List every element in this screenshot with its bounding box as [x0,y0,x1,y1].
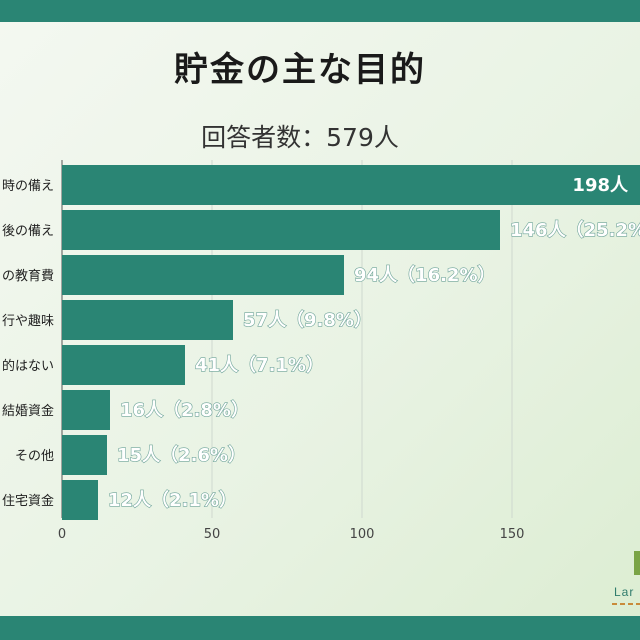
category-label-3: 行や趣味 [2,314,54,329]
tick-label-0: 0 [58,527,66,542]
value-label-3: 57人（9.8%） [243,310,372,331]
bar-4 [62,345,185,385]
value-label-2: 94人（16.2%） [354,265,496,286]
category-label-1: 後の備え [2,223,54,239]
bar-0 [62,165,640,205]
bar-6 [62,435,107,475]
bar-7 [62,480,98,520]
category-label-7: 住宅資金 [2,493,54,509]
category-label-0: 時の備え [2,178,54,194]
bar-3 [62,300,233,340]
bottom-band [0,616,640,640]
category-label-4: 的はない [2,358,54,374]
tick-label-100: 100 [350,527,375,542]
value-label-4: 41人（7.1%） [195,355,324,376]
value-label-1: 146人（25.2%） [510,220,640,241]
chart-subtitle: 回答者数：579人 [201,123,399,152]
value-label-6: 15人（2.6%） [117,445,246,466]
logo-text: Lar [614,585,635,599]
logo-dash [612,603,640,605]
logo-mark-icon [634,551,640,575]
chart-title: 貯金の主な目的 [174,50,426,90]
value-label-0: 198人 [572,175,629,196]
category-label-5: 結婚資金 [2,403,54,419]
top-band [0,0,640,22]
category-label-6: その他 [15,449,54,464]
brand-logo: Lar [612,545,640,615]
category-label-2: の教育費 [2,268,54,284]
bar-1 [62,210,500,250]
bar-5 [62,390,110,430]
value-label-7: 12人（2.1%） [108,490,237,511]
tick-label-150: 150 [500,527,525,542]
tick-label-50: 50 [204,527,221,542]
value-label-5: 16人（2.8%） [120,400,249,421]
bar-2 [62,255,344,295]
